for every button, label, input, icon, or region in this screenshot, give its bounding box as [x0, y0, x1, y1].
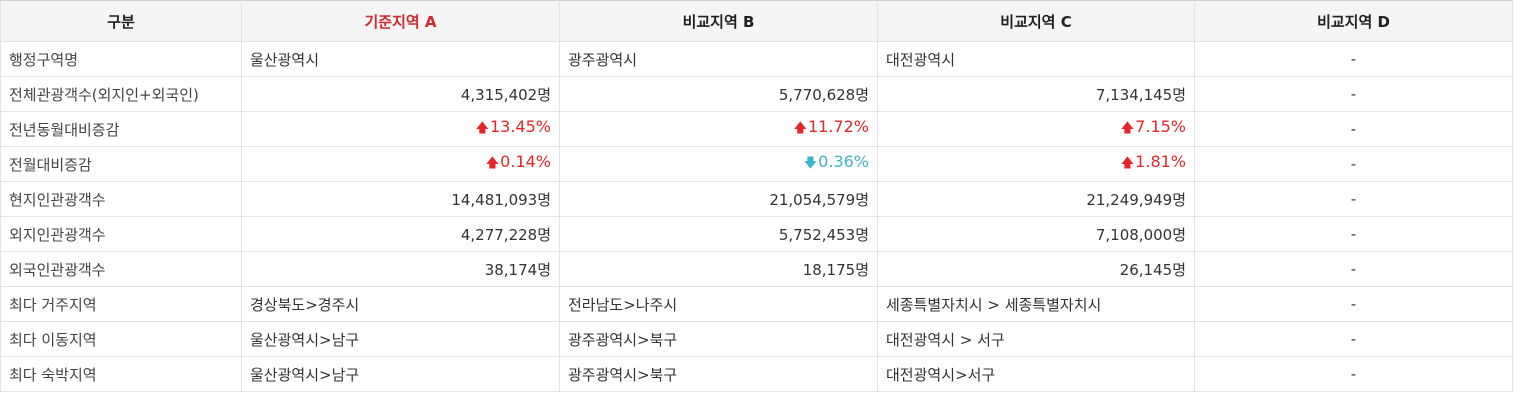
table-row: 전년동월대비증감 🡅13.45% 🡅11.72% 🡅7.15% -: [0, 111, 1513, 147]
cell-region-c: 7,134,145명: [877, 76, 1195, 112]
row-label: 외지인관광객수: [0, 216, 242, 252]
change-value: 7.15%: [1135, 117, 1186, 136]
change-value: 0.14%: [500, 152, 551, 171]
cell-region-a: 울산광역시: [241, 41, 560, 77]
cell-region-a: 38,174명: [241, 251, 560, 287]
cell-region-d: -: [1194, 321, 1513, 357]
table-row: 전체관광객수(외지인+외국인) 4,315,402명 5,770,628명 7,…: [0, 76, 1513, 112]
cell-region-d: -: [1194, 76, 1513, 112]
cell-region-b: 광주광역시>북구: [559, 356, 878, 392]
cell-region-d: -: [1194, 146, 1513, 182]
cell-region-b: 5,770,628명: [559, 76, 878, 112]
row-label: 행정구역명: [0, 41, 242, 77]
row-label: 최다 거주지역: [0, 286, 242, 322]
change-value: 1.81%: [1135, 152, 1186, 171]
header-row: 구분 기준지역 A 비교지역 B 비교지역 C 비교지역 D: [0, 0, 1513, 42]
row-label: 전년동월대비증감: [0, 111, 242, 147]
cell-region-a: 울산광역시>남구: [241, 356, 560, 392]
header-region-a: 기준지역 A: [241, 0, 560, 42]
cell-region-b: 전라남도>나주시: [559, 286, 878, 322]
row-label: 외국인관광객수: [0, 251, 242, 287]
up-arrow-icon: 🡅: [485, 156, 500, 171]
row-label: 최다 이동지역: [0, 321, 242, 357]
cell-region-b: 광주광역시: [559, 41, 878, 77]
cell-region-d: -: [1194, 41, 1513, 77]
change-value: 11.72%: [807, 117, 869, 136]
cell-region-a: 14,481,093명: [241, 181, 560, 217]
cell-region-c: 대전광역시: [877, 41, 1195, 77]
cell-region-b: 21,054,579명: [559, 181, 878, 217]
change-value: 0.36%: [818, 152, 869, 171]
cell-region-d: -: [1194, 111, 1513, 147]
cell-region-b: 🡅11.72%: [559, 111, 878, 147]
down-arrow-icon: 🡇: [803, 156, 818, 171]
header-region-d: 비교지역 D: [1194, 0, 1513, 42]
cell-region-b: 광주광역시>북구: [559, 321, 878, 357]
up-arrow-icon: 🡅: [793, 121, 807, 136]
row-label: 현지인관광객수: [0, 181, 242, 217]
table-row: 최다 거주지역 경상북도>경주시 전라남도>나주시 세종특별자치시 > 세종특별…: [0, 286, 1513, 322]
table-row: 최다 숙박지역 울산광역시>남구 광주광역시>북구 대전광역시>서구 -: [0, 356, 1513, 392]
up-arrow-icon: 🡅: [1120, 156, 1135, 171]
cell-region-a: 울산광역시>남구: [241, 321, 560, 357]
cell-region-c: 7,108,000명: [877, 216, 1195, 252]
cell-region-a: 경상북도>경주시: [241, 286, 560, 322]
header-category: 구분: [0, 0, 242, 42]
row-label: 전체관광객수(외지인+외국인): [0, 76, 242, 112]
cell-region-c: 대전광역시 > 서구: [877, 321, 1195, 357]
cell-region-c: 세종특별자치시 > 세종특별자치시: [877, 286, 1195, 322]
cell-region-b: 🡇0.36%: [559, 146, 878, 182]
cell-region-a: 4,315,402명: [241, 76, 560, 112]
table-row: 현지인관광객수 14,481,093명 21,054,579명 21,249,9…: [0, 181, 1513, 217]
table-row: 외지인관광객수 4,277,228명 5,752,453명 7,108,000명…: [0, 216, 1513, 252]
header-region-c: 비교지역 C: [877, 0, 1195, 42]
cell-region-a: 🡅0.14%: [241, 146, 560, 182]
cell-region-d: -: [1194, 181, 1513, 217]
row-label: 최다 숙박지역: [0, 356, 242, 392]
cell-region-d: -: [1194, 251, 1513, 287]
header-region-b: 비교지역 B: [559, 0, 878, 42]
up-arrow-icon: 🡅: [475, 121, 489, 136]
row-label: 전월대비증감: [0, 146, 242, 182]
change-value: 13.45%: [489, 117, 551, 136]
cell-region-a: 🡅13.45%: [241, 111, 560, 147]
cell-region-a: 4,277,228명: [241, 216, 560, 252]
table-row: 전월대비증감 🡅0.14% 🡇0.36% 🡅1.81% -: [0, 146, 1513, 182]
table-row: 외국인관광객수 38,174명 18,175명 26,145명 -: [0, 251, 1513, 287]
cell-region-b: 5,752,453명: [559, 216, 878, 252]
cell-region-d: -: [1194, 286, 1513, 322]
cell-region-d: -: [1194, 356, 1513, 392]
comparison-table: 구분 기준지역 A 비교지역 B 비교지역 C 비교지역 D 행정구역명 울산광…: [0, 0, 1513, 392]
cell-region-b: 18,175명: [559, 251, 878, 287]
cell-region-d: -: [1194, 216, 1513, 252]
cell-region-c: 🡅7.15%: [877, 111, 1195, 147]
up-arrow-icon: 🡅: [1120, 121, 1135, 136]
cell-region-c: 26,145명: [877, 251, 1195, 287]
cell-region-c: 대전광역시>서구: [877, 356, 1195, 392]
cell-region-c: 21,249,949명: [877, 181, 1195, 217]
cell-region-c: 🡅1.81%: [877, 146, 1195, 182]
table-row: 최다 이동지역 울산광역시>남구 광주광역시>북구 대전광역시 > 서구 -: [0, 321, 1513, 357]
table-row: 행정구역명 울산광역시 광주광역시 대전광역시 -: [0, 41, 1513, 77]
